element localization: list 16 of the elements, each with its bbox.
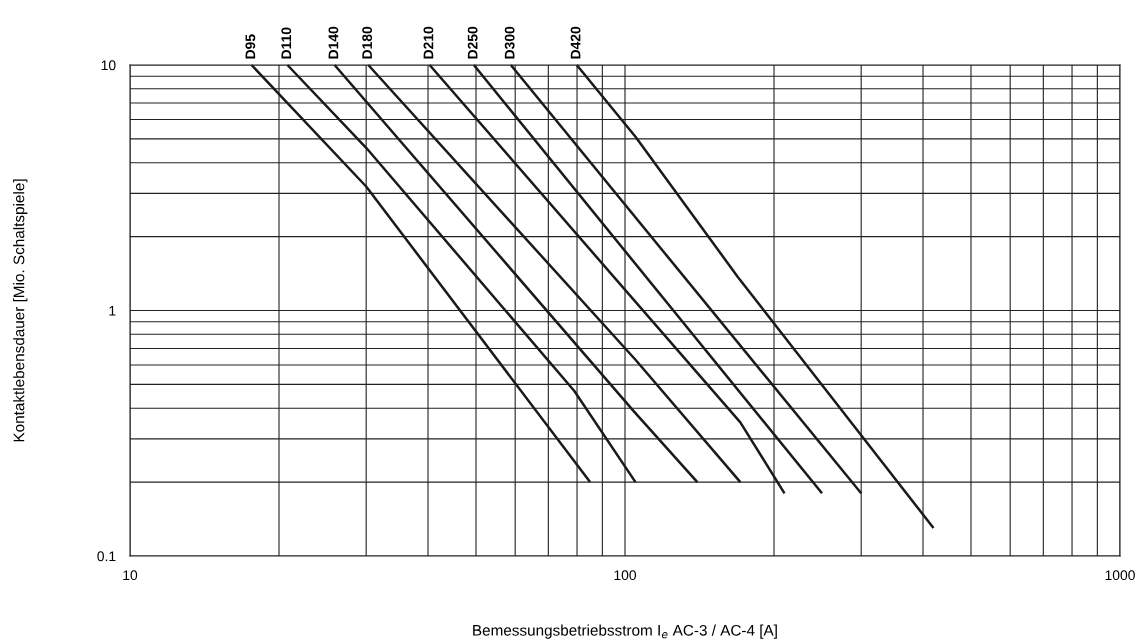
y-tick-label: 10 [101, 60, 116, 71]
text: D250 [467, 26, 478, 59]
text: D110 [281, 27, 292, 59]
text: D420 [570, 26, 581, 59]
y-axis-title: Kontaktlebensdauer [Mio. Schaltspiele] [13, 179, 28, 442]
text: D95 [245, 34, 256, 59]
y-tick-label: 0.1 [97, 551, 116, 562]
y-tick-label: 1 [109, 305, 116, 316]
text: D180 [362, 26, 373, 59]
x-tick-label: 10 [123, 570, 138, 581]
x-axis-title: Bemessungsbetriebsstrom I$_{e}$ AC-3 / AC-4 [A] [473, 624, 777, 639]
text: D140 [328, 26, 339, 59]
text: D300 [504, 26, 515, 59]
x-tick-label: 1000 [1105, 570, 1135, 581]
x-tick-label: 100 [614, 570, 637, 581]
text: D210 [423, 26, 434, 59]
